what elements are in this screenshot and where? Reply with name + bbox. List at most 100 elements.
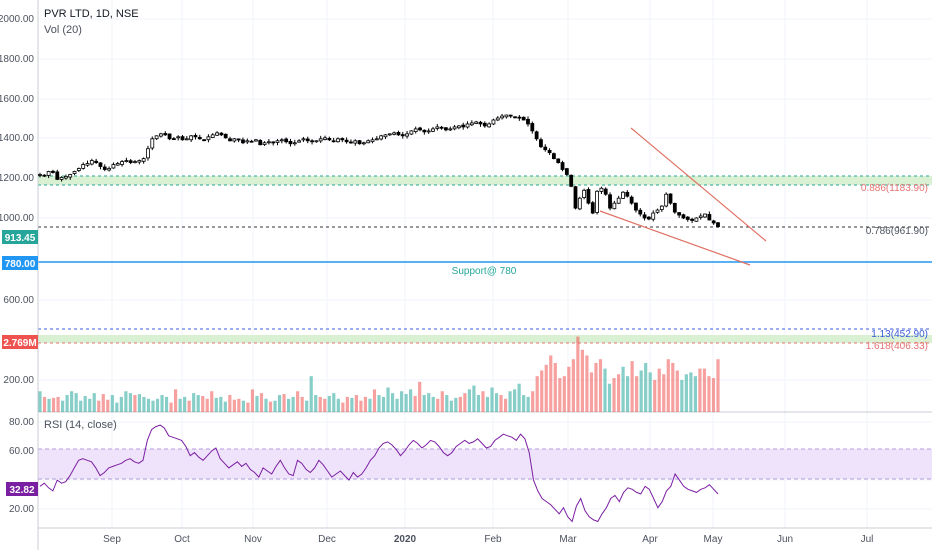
candle-body <box>659 205 664 210</box>
candle-body <box>392 132 397 135</box>
candle-body <box>266 141 271 144</box>
volume-bar <box>390 393 395 412</box>
candle-body <box>599 187 604 192</box>
volume-bar <box>585 355 589 412</box>
candle-body <box>94 160 99 163</box>
volume-bar <box>65 395 69 412</box>
volume-bar <box>305 400 309 412</box>
candle-body <box>716 222 720 228</box>
volume-bar <box>115 402 119 412</box>
candle-body <box>586 189 591 204</box>
volume-bar <box>142 396 146 412</box>
volume-bar <box>598 359 603 412</box>
candle-body <box>569 174 574 187</box>
candle-body <box>452 126 457 130</box>
candle-body <box>340 138 345 141</box>
volume-bar <box>616 374 621 412</box>
fib-1618-label: 1.618(406.33) <box>866 341 928 352</box>
price-axis-tick: 1200.00 <box>0 173 34 184</box>
volume-bar <box>92 393 96 412</box>
candle-body <box>677 212 682 216</box>
candle-body <box>180 136 185 141</box>
volume-bar <box>174 389 178 412</box>
candle-body <box>409 130 414 135</box>
candle-body <box>163 133 168 136</box>
candle-body <box>608 194 612 209</box>
volume-bar <box>485 396 490 412</box>
volume-bar <box>666 359 670 412</box>
candle-body <box>258 140 263 146</box>
volume-bar <box>693 376 697 412</box>
candle-body <box>361 142 366 145</box>
volume-bar <box>97 400 101 412</box>
candle-body <box>72 171 77 174</box>
fib-113-label: 1.13(452.90) <box>871 329 928 340</box>
candle-body <box>249 140 254 143</box>
candle-body <box>595 190 599 213</box>
x-axis-ticks: Sep Oct Nov Dec 2020 Feb Mar Apr May Jun Jul <box>103 534 873 545</box>
volume-bar <box>571 359 575 412</box>
volume-bar <box>296 391 300 412</box>
price-axis-tick: 1800.00 <box>0 54 34 65</box>
candle-body <box>236 138 241 141</box>
candle-body <box>383 134 388 138</box>
candle-body <box>46 171 51 176</box>
candle-body <box>400 134 405 137</box>
volume-bar <box>418 381 422 412</box>
candle-body <box>487 123 492 128</box>
candle-body <box>327 138 332 141</box>
candle-body <box>336 138 340 143</box>
candle-body <box>76 168 81 171</box>
candle-body <box>310 140 314 143</box>
volume-bar <box>716 359 720 412</box>
volume-bar <box>562 376 566 412</box>
candle-body <box>638 209 643 215</box>
volume-bar <box>137 394 142 412</box>
candle-body <box>154 135 159 140</box>
candle-body <box>491 119 496 125</box>
last-price-tag-bg <box>2 230 38 244</box>
rsi-last-tag: 32.82 <box>6 482 38 496</box>
volume-bar <box>155 398 160 412</box>
candle-body <box>495 117 500 121</box>
x-axis-tick: Jul <box>861 534 874 545</box>
candle-body <box>500 115 504 119</box>
volume-bar <box>607 383 612 412</box>
candle-body <box>279 139 284 142</box>
volume-bar <box>404 394 408 412</box>
fib-0786-label: 0.786(961.90) <box>866 226 928 237</box>
candle-body <box>228 138 232 142</box>
volume-bar <box>327 395 331 412</box>
volume-bar <box>567 366 571 412</box>
volume-bar <box>454 397 458 412</box>
candle-body <box>590 202 595 214</box>
volume-bar <box>47 398 51 412</box>
candle-body <box>439 126 444 129</box>
volume-bar <box>309 376 313 412</box>
candle-body <box>426 130 431 133</box>
volume-bar <box>219 396 223 412</box>
candle-body <box>474 121 479 124</box>
volume-bar <box>513 389 517 412</box>
volume-bar <box>318 396 322 412</box>
volume-bar <box>79 400 83 412</box>
volume-bar <box>494 393 499 412</box>
volume-bar <box>467 389 471 412</box>
candle-body <box>51 170 55 173</box>
volume-bar <box>531 391 535 412</box>
last-price-tag: 913.45 <box>2 230 38 244</box>
volume-bar <box>350 397 354 412</box>
candle-body <box>530 123 535 132</box>
volume-bar <box>490 387 494 412</box>
candle-body <box>664 193 669 207</box>
candle-body <box>405 133 409 137</box>
candle-body <box>297 140 302 143</box>
candle-body <box>171 138 176 141</box>
volume-bars <box>38 336 720 412</box>
volume-bar <box>702 368 707 412</box>
volume-bar <box>164 396 169 412</box>
volume-bar <box>146 398 151 412</box>
candle-body <box>215 132 219 136</box>
candle-body <box>120 161 124 165</box>
